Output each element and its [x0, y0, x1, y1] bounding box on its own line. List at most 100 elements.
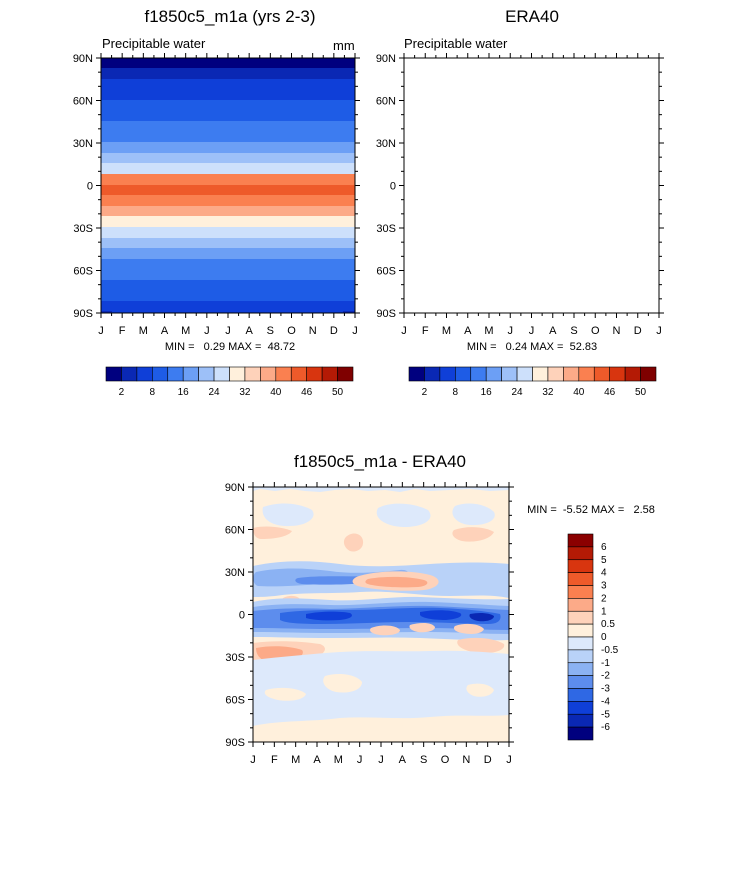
- colorbar-swatch: [408, 366, 425, 382]
- colorbar-label: 40: [270, 387, 282, 398]
- era40-title: ERA40: [505, 7, 559, 26]
- colorbar-swatch: [501, 366, 518, 382]
- y-tick-label: 30S: [225, 652, 245, 664]
- x-tick-label: A: [464, 325, 472, 337]
- colorbar-label: -0.5: [601, 645, 619, 656]
- x-tick-label: M: [484, 325, 493, 337]
- colorbar-label: 40: [573, 387, 585, 398]
- colorbar-label: 4: [601, 568, 607, 579]
- difference-core-2: [420, 610, 462, 620]
- x-tick-label: J: [357, 754, 363, 766]
- era40-subtitle: Precipitable water: [404, 36, 508, 51]
- colorbar-swatch: [563, 366, 580, 382]
- colorbar-label: 46: [604, 387, 616, 398]
- colorbar-swatch: [136, 366, 153, 382]
- colorbar-swatch: [275, 366, 292, 382]
- difference-region-polar-south: [253, 715, 509, 742]
- difference-core-3: [469, 612, 494, 622]
- y-tick-label: 0: [390, 181, 396, 193]
- difference-contour-field: [253, 487, 509, 742]
- x-tick-label: J: [401, 325, 407, 337]
- colorbar-swatch: [337, 366, 354, 382]
- colorbar-label: 6: [601, 542, 607, 553]
- difference-region-north-positive-4-core: [365, 576, 428, 588]
- x-tick-label: A: [399, 754, 407, 766]
- colorbar-label: -4: [601, 696, 610, 707]
- colorbar-swatch: [213, 366, 230, 382]
- y-tick-label: 30S: [376, 223, 396, 235]
- colorbar-swatch: [567, 559, 594, 573]
- colorbar-label: 16: [481, 387, 493, 398]
- difference-region-north-negative-2: [376, 503, 431, 527]
- era40-plot-frame: [403, 57, 660, 314]
- x-tick-label: M: [442, 325, 451, 337]
- colorbar-label: 8: [453, 387, 459, 398]
- x-tick-label: A: [313, 754, 321, 766]
- colorbar-swatch: [121, 366, 138, 382]
- colorbar-label: -6: [601, 722, 610, 733]
- x-tick-label: N: [462, 754, 470, 766]
- colorbar-swatch: [470, 366, 487, 382]
- x-tick-label: A: [161, 325, 169, 337]
- colorbar-swatch: [567, 585, 594, 599]
- x-tick-label: O: [287, 325, 296, 337]
- era40-min-max: MIN = 0.24 MAX = 52.83: [467, 341, 597, 353]
- colorbar-swatch: [567, 662, 594, 676]
- colorbar-label: 46: [301, 387, 313, 398]
- colorbar-swatch: [260, 366, 277, 382]
- x-tick-label: J: [529, 325, 535, 337]
- x-tick-label: S: [420, 754, 427, 766]
- colorbar-swatch: [567, 623, 594, 638]
- colorbar-swatch: [439, 366, 456, 382]
- colorbar-swatch: [567, 610, 594, 625]
- difference-region-polar-north: [253, 487, 509, 492]
- colorbar-label: -2: [601, 671, 610, 682]
- difference-region-south-positive-2: [457, 637, 505, 654]
- colorbar-swatch: [567, 713, 594, 728]
- x-tick-label: N: [613, 325, 621, 337]
- colorbar-swatch: [547, 366, 564, 382]
- colorbar-label: 50: [332, 387, 344, 398]
- x-tick-label: O: [441, 754, 450, 766]
- colorbar-label: 3: [601, 581, 607, 592]
- difference-region-north-positive-2: [343, 533, 364, 552]
- colorbar-label: 50: [635, 387, 647, 398]
- colorbar-swatch: [567, 701, 594, 715]
- x-tick-label: J: [98, 325, 104, 337]
- difference-colorbar: 6 5 4 32 1 0.5 0 -0.5 -1 -2 -3-4 -5 -6: [567, 533, 619, 741]
- x-tick-label: D: [330, 325, 338, 337]
- difference-region-equatorial-positive-3: [453, 623, 484, 634]
- x-tick-label: N: [309, 325, 317, 337]
- x-tick-label: J: [204, 325, 210, 337]
- model-contour-field: [101, 58, 355, 313]
- colorbar-label: 32: [542, 387, 554, 398]
- x-tick-label: F: [271, 754, 278, 766]
- colorbar-swatch: [244, 366, 261, 382]
- colorbar-swatch: [567, 598, 594, 612]
- colorbar-swatch: [182, 366, 199, 382]
- colorbar-swatch: [578, 366, 595, 382]
- y-tick-label: 30N: [376, 138, 396, 150]
- x-tick-label: S: [570, 325, 577, 337]
- colorbar-label: 0.5: [601, 619, 615, 630]
- model-min-max: MIN = 0.29 MAX = 48.72: [165, 341, 295, 353]
- colorbar-swatch: [485, 366, 502, 382]
- colorbar-swatch: [567, 726, 594, 741]
- colorbar-swatch: [424, 366, 441, 382]
- difference-region-north-positive-1: [253, 526, 292, 539]
- y-tick-label: 30N: [73, 138, 93, 150]
- y-tick-label: 60S: [376, 266, 396, 278]
- colorbar-label: 2: [119, 387, 125, 398]
- colorbar-swatch: [609, 366, 626, 382]
- colorbar-label: -5: [601, 709, 610, 720]
- x-tick-label: A: [549, 325, 557, 337]
- colorbar-swatch: [624, 366, 641, 382]
- x-tick-label: M: [139, 325, 148, 337]
- x-tick-label: M: [181, 325, 190, 337]
- colorbar-label: 2: [422, 387, 428, 398]
- era40-panel: ERA40 Precipitable water J F M A M J J A S O N D J90…: [376, 7, 664, 398]
- colorbar-swatch: [290, 366, 307, 382]
- colorbar-label: 5: [601, 555, 607, 566]
